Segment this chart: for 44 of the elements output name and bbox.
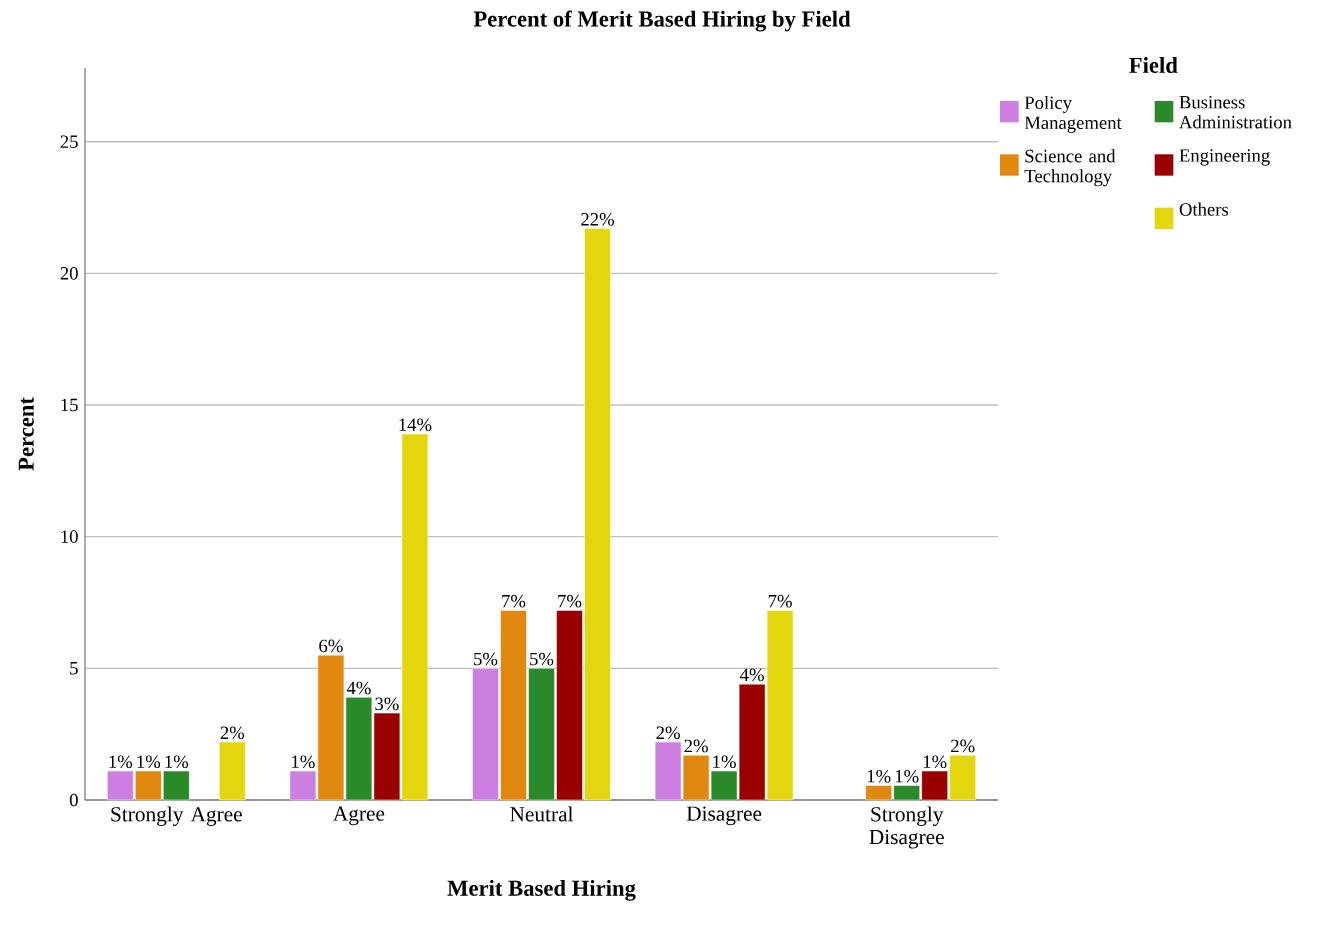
y-tick-label: 5 [70,662,78,675]
data-label: 2% [951,739,975,753]
data-label: 1% [292,755,315,769]
data-label: 1% [165,755,189,769]
x-tick-label: Strongly Agree [111,806,242,826]
y-tick-label: 20 [60,267,78,280]
data-label: 1% [895,769,919,783]
data-label: 2% [684,739,708,753]
legend-label: Policy Management [1024,95,1122,133]
data-label: 1% [923,755,947,769]
y-tick-label: 15 [61,398,78,412]
y-tick-label: 25 [60,135,78,148]
legend-label: Science and Technology [1024,149,1116,187]
data-label: 6% [319,639,343,653]
legend-title: Field [1129,57,1178,73]
data-label: 7% [768,594,792,608]
x-tick-label: Neutral [510,806,574,822]
data-label: 4% [740,668,764,682]
chart-title: Percent of Merit Based Hiring by Field [473,10,851,32]
data-label: 2% [220,726,245,740]
data-label: 1% [137,755,161,769]
x-axis-title: Merit Based Hiring [447,879,636,901]
data-label: 22% [581,213,614,226]
x-tick-label: Disagree [686,806,762,826]
data-label: 5% [474,652,498,666]
legend-label: Engineering [1179,149,1270,166]
y-tick-label: 10 [61,530,78,543]
x-tick-label: Strongly Disagree [869,806,944,849]
data-label: 1% [713,755,736,769]
x-tick-label: Agree [333,806,385,826]
data-label: 7% [502,594,526,608]
data-label: 7% [558,594,582,608]
bar [219,741,246,801]
data-label: 4% [346,681,371,695]
legend-label: Others [1179,202,1229,216]
data-label: 1% [867,769,891,783]
data-label: 5% [530,652,554,666]
y-axis-title: Percent [18,397,34,471]
data-label: 14% [399,418,432,432]
legend-label: Business Administration [1179,95,1292,129]
data-label: 1% [109,755,133,769]
y-tick-label: 0 [69,793,78,807]
data-label: 2% [656,726,680,740]
data-label: 3% [375,697,399,711]
